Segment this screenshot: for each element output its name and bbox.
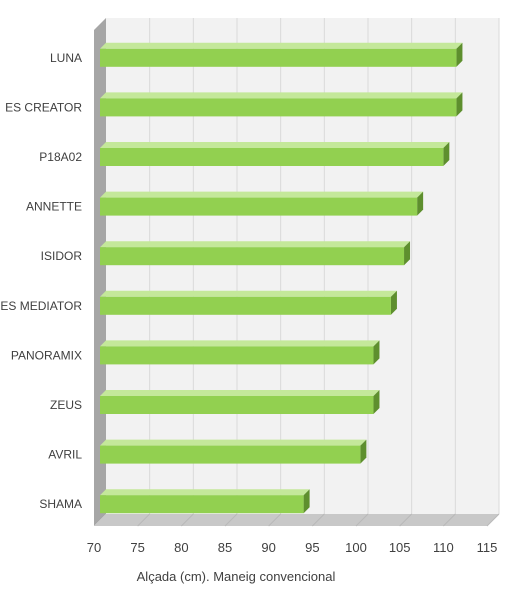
gridline-floor [224, 513, 238, 527]
bar-top-face [100, 42, 463, 49]
x-axis-ticks: 70 75 80 85 90 95 100 105 110 115 [87, 540, 498, 555]
x-axis-title: Alçada (cm). Maneig convencional [137, 569, 336, 584]
x-tick-label: 115 [477, 540, 498, 555]
bar-side-face [390, 290, 397, 315]
bar [100, 439, 367, 464]
gridline-floor [311, 513, 325, 527]
gridline-floor [399, 513, 413, 527]
bar-side-face [373, 390, 380, 414]
bar-side-face [404, 241, 411, 266]
bar-top-face [100, 390, 380, 396]
gridline-floor [442, 513, 456, 527]
bar [100, 390, 380, 414]
x-tick-label: 80 [174, 540, 188, 555]
bar [100, 42, 463, 67]
gridline-floor [137, 513, 151, 527]
bars [100, 42, 463, 514]
x-tick-label: 105 [389, 540, 411, 555]
bar-top-face [100, 191, 424, 198]
gridline-floor [486, 513, 500, 527]
bar-side-face [456, 42, 463, 67]
bar-side-face [417, 191, 424, 216]
category-label: ISIDOR [41, 249, 83, 263]
category-label: ES CREATOR [5, 100, 82, 114]
gridline-floor [268, 513, 282, 527]
category-label: P18A02 [39, 150, 82, 164]
category-labels: LUNA ES CREATOR P18A02 ANNETTE ISIDOR ES MEDI… [0, 51, 82, 511]
bar-front-face [100, 98, 457, 117]
bar-front-face [100, 48, 457, 67]
bar-top-face [100, 241, 411, 248]
gridline-floor [180, 513, 194, 527]
x-tick-label: 70 [87, 540, 101, 555]
bar-side-face [360, 439, 367, 464]
x-tick-label: 95 [305, 540, 319, 555]
bar-front-face [100, 148, 444, 166]
category-label: LUNA [50, 51, 82, 65]
category-label: ZEUS [50, 398, 82, 412]
category-label: PANORAMIX [11, 348, 82, 362]
bar-top-face [100, 142, 450, 148]
bar [100, 191, 424, 216]
bar-front-face [100, 247, 405, 266]
bar-front-face [100, 445, 361, 464]
bar-top-face [100, 92, 463, 99]
bar-side-face [303, 489, 310, 514]
category-label: AVRIL [48, 448, 82, 462]
x-tick-label: 90 [261, 540, 275, 555]
x-tick-label: 85 [218, 540, 232, 555]
bar [100, 489, 310, 514]
gridline-floor [355, 513, 369, 527]
bar-front-face [100, 396, 374, 414]
bar [100, 142, 450, 166]
bar [100, 290, 397, 315]
category-label: ANNETTE [26, 200, 82, 214]
bar [100, 241, 411, 266]
category-label: SHAMA [39, 497, 82, 511]
bar-side-face [373, 340, 380, 365]
category-label: ES MEDIATOR [0, 299, 82, 313]
bar-top-face [100, 439, 367, 446]
bar-side-face [456, 92, 463, 117]
bar [100, 340, 380, 365]
x-tick-label: 110 [433, 540, 454, 555]
bar-front-face [100, 197, 418, 216]
bar-front-face [100, 495, 304, 514]
bar-front-face [100, 346, 374, 365]
bar [100, 92, 463, 117]
x-tick-label: 100 [345, 540, 367, 555]
bar-side-face [443, 142, 450, 166]
bar-front-face [100, 296, 391, 315]
x-tick-label: 75 [130, 540, 144, 555]
bar-top-face [100, 489, 310, 496]
chart-floor [94, 514, 499, 526]
bar-top-face [100, 340, 380, 347]
bar-top-face [100, 290, 397, 297]
